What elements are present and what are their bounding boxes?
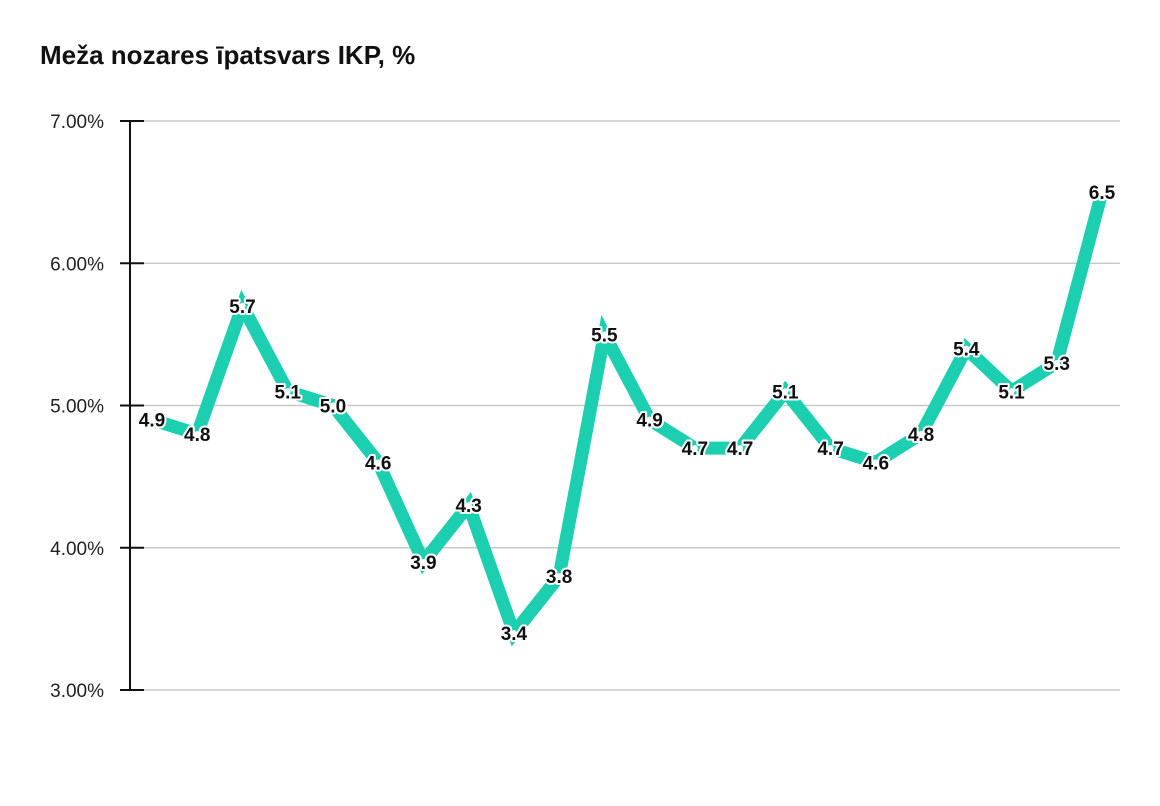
data-labels: 4.9 4.8 5.7 5.1 5.0 4.6 3.9 4.3 3.4 3.8 5.5 4.9 4.7 4… xyxy=(137,181,1118,647)
y-tick-label: 7.00% xyxy=(50,112,104,133)
data-label: 3.4 xyxy=(501,624,528,645)
data-label: 5.1 xyxy=(275,382,302,403)
data-point xyxy=(239,302,246,309)
series-line xyxy=(150,190,1109,647)
data-point xyxy=(782,388,789,395)
data-label: 5.5 xyxy=(591,325,618,346)
data-point xyxy=(827,445,834,452)
data-label: 4.7 xyxy=(817,439,843,460)
chart-title: Meža nozares īpatsvars IKP, % xyxy=(40,40,416,70)
data-point xyxy=(375,459,382,466)
data-point xyxy=(510,630,517,637)
data-label: 5.1 xyxy=(998,382,1025,403)
data-label: 5.7 xyxy=(229,297,255,318)
data-label: 5.3 xyxy=(1044,354,1070,375)
data-label: 6.5 xyxy=(1089,183,1116,204)
y-tick-label: 3.00% xyxy=(50,681,104,702)
data-point xyxy=(872,459,879,466)
series-line-group xyxy=(149,189,1109,647)
gridlines xyxy=(130,120,1120,691)
data-point xyxy=(329,402,336,409)
data-label: 4.7 xyxy=(682,439,708,460)
data-point xyxy=(420,558,427,565)
data-label: 4.9 xyxy=(139,411,165,432)
data-point xyxy=(918,430,925,437)
data-label: 4.3 xyxy=(455,496,481,517)
data-label: 5.4 xyxy=(953,340,980,361)
data-point xyxy=(1099,189,1105,196)
data-point xyxy=(601,331,608,338)
data-point xyxy=(737,445,744,452)
data-point xyxy=(465,502,472,509)
data-point xyxy=(1053,359,1060,366)
data-point xyxy=(284,388,291,395)
data-label: 5.1 xyxy=(772,382,799,403)
data-point xyxy=(646,416,653,423)
data-point xyxy=(691,445,698,452)
data-label: 3.9 xyxy=(410,553,436,574)
data-label: 4.6 xyxy=(863,453,889,474)
data-point xyxy=(149,416,155,423)
y-tick-label: 6.00% xyxy=(50,254,104,275)
data-point xyxy=(556,573,563,580)
data-label: 4.6 xyxy=(365,453,391,474)
data-label: 5.0 xyxy=(320,397,346,418)
y-tick-label: 5.00% xyxy=(50,397,104,418)
y-tick-label: 4.00% xyxy=(50,539,104,560)
data-label: 4.8 xyxy=(908,425,934,446)
data-point xyxy=(1008,388,1015,395)
data-label: 4.8 xyxy=(184,425,210,446)
data-label: 3.8 xyxy=(546,567,572,588)
data-point xyxy=(963,345,970,352)
data-point xyxy=(194,430,201,437)
data-label: 4.7 xyxy=(727,439,753,460)
y-axis: 3.00% 4.00% 5.00% 6.00% 7.00% xyxy=(50,112,144,702)
data-label: 4.9 xyxy=(636,411,662,432)
